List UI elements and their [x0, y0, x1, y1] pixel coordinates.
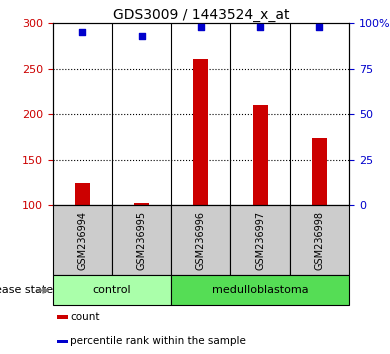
Text: count: count — [71, 312, 100, 322]
Bar — [57, 315, 68, 319]
Bar — [53, 275, 171, 306]
Point — [138, 33, 145, 39]
Point — [316, 24, 323, 29]
Bar — [171, 275, 349, 306]
Point — [79, 29, 85, 35]
Text: disease state: disease state — [0, 285, 53, 296]
Text: GSM236995: GSM236995 — [136, 211, 147, 270]
Bar — [171, 205, 230, 275]
Text: GSM236997: GSM236997 — [255, 211, 265, 270]
Text: GSM236998: GSM236998 — [314, 211, 324, 270]
Bar — [193, 59, 208, 205]
Bar — [230, 205, 290, 275]
Bar — [134, 203, 149, 205]
Text: medulloblastoma: medulloblastoma — [212, 285, 308, 296]
Title: GDS3009 / 1443524_x_at: GDS3009 / 1443524_x_at — [113, 8, 289, 22]
Bar — [75, 183, 90, 205]
Bar — [290, 205, 349, 275]
Point — [257, 24, 263, 29]
Bar — [312, 138, 327, 205]
Bar — [57, 339, 68, 343]
Text: GSM236994: GSM236994 — [77, 211, 87, 270]
Text: control: control — [92, 285, 131, 296]
Text: percentile rank within the sample: percentile rank within the sample — [71, 336, 246, 347]
Text: GSM236996: GSM236996 — [196, 211, 206, 270]
Bar — [253, 105, 268, 205]
Bar — [112, 205, 171, 275]
Bar — [53, 205, 112, 275]
Point — [198, 24, 204, 29]
